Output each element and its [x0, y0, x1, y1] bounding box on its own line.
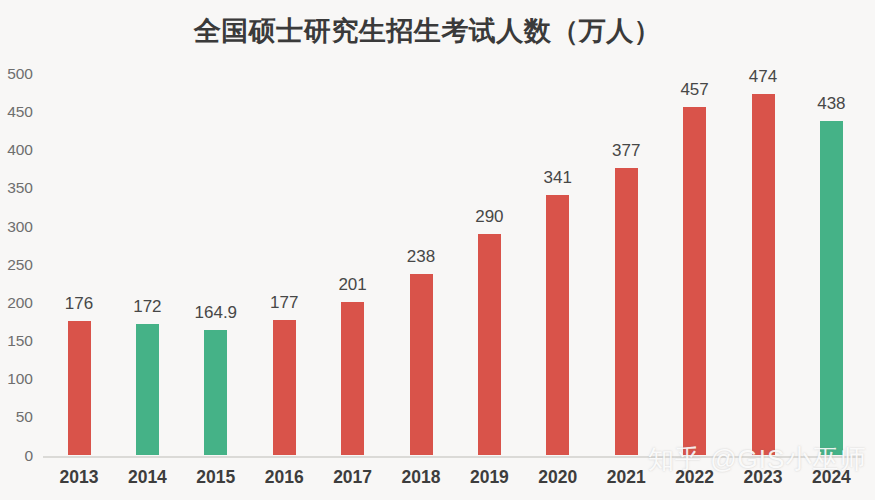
y-axis-tick-label: 50: [0, 407, 33, 427]
bar: [136, 324, 159, 455]
y-axis-tick-label: 450: [0, 102, 33, 122]
chart-title: 全国硕士研究生招生考试人数（万人）: [0, 13, 865, 49]
bar-value-label: 377: [581, 141, 671, 161]
y-axis-tick-label: 500: [0, 64, 33, 84]
y-axis-tick-label: 400: [0, 140, 33, 160]
bar: [546, 195, 569, 455]
y-axis-tick-label: 100: [0, 369, 33, 389]
bar: [615, 168, 638, 456]
bar-value-label: 201: [308, 275, 398, 295]
y-axis-tick-label: 350: [0, 178, 33, 198]
bar-value-label: 177: [239, 293, 329, 313]
bar-value-label: 290: [444, 207, 534, 227]
bar: [273, 320, 296, 455]
bar-value-label: 438: [786, 94, 875, 114]
bar: [410, 274, 433, 456]
bar: [683, 107, 706, 456]
y-axis-tick-label: 250: [0, 255, 33, 275]
bar-chart-page: 全国硕士研究生招生考试人数（万人） 0 50 100 150 200 250 300 350 4…: [0, 0, 875, 500]
bar: [820, 121, 843, 455]
bar-value-label: 474: [718, 67, 808, 87]
bar: [204, 330, 227, 456]
bar: [68, 321, 91, 455]
y-axis-tick-label: 0: [0, 446, 33, 466]
bar: [341, 302, 364, 455]
bar: [752, 94, 775, 456]
bar: [478, 234, 501, 455]
bar-value-label: 238: [376, 247, 466, 267]
bar-value-label: 341: [513, 168, 603, 188]
watermark: 知乎 @GIS小巫师: [648, 442, 866, 477]
y-axis-tick-label: 300: [0, 217, 33, 237]
y-axis-tick-label: 200: [0, 293, 33, 313]
y-axis-tick-label: 150: [0, 331, 33, 351]
